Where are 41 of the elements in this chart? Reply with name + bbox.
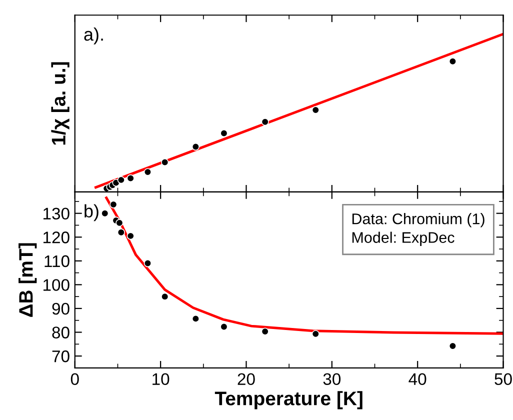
- point: [220, 129, 228, 138]
- point: [110, 200, 118, 208]
- point: [312, 330, 320, 338]
- point: [116, 219, 124, 227]
- x-tick-label: 10: [152, 373, 170, 386]
- point: [220, 322, 228, 331]
- annotation: a).: [84, 27, 103, 44]
- x-tick-label: 0: [70, 373, 79, 386]
- point: [312, 106, 320, 114]
- y-tick-label: 80: [52, 326, 70, 338]
- point: [448, 342, 457, 350]
- point: [192, 314, 200, 323]
- y-tick-label: 110: [44, 255, 70, 268]
- point: [117, 176, 125, 184]
- y-tick-label: 90: [52, 302, 70, 315]
- y-axis-title: ΔB [mT]: [18, 243, 37, 317]
- x-tick-label: 50: [494, 373, 512, 386]
- x-tick-label: 20: [238, 373, 255, 386]
- y-tick-label: 70: [52, 350, 70, 362]
- annotation: b): [84, 204, 98, 222]
- point: [144, 168, 152, 176]
- x-axis-title: Temperature [K]: [214, 391, 362, 410]
- annotation: Data: Chromium (1): [352, 213, 484, 228]
- point: [192, 142, 200, 151]
- point: [126, 174, 134, 182]
- y-tick-label: 120: [44, 232, 70, 244]
- point: [101, 210, 109, 218]
- y-axis-title: 1/χ [a. u.]: [51, 62, 70, 145]
- x-tick-label: 40: [408, 373, 426, 386]
- annotation: Model: ExpDec: [352, 232, 454, 246]
- point: [261, 328, 269, 336]
- point: [161, 292, 169, 300]
- point: [144, 259, 152, 268]
- y-tick-label: 100: [44, 279, 70, 291]
- point: [117, 228, 125, 236]
- point: [448, 58, 457, 66]
- point: [161, 158, 169, 166]
- y-tick-label: 130: [44, 208, 70, 220]
- point: [126, 232, 134, 240]
- point: [261, 118, 269, 126]
- x-tick-label: 30: [323, 373, 341, 386]
